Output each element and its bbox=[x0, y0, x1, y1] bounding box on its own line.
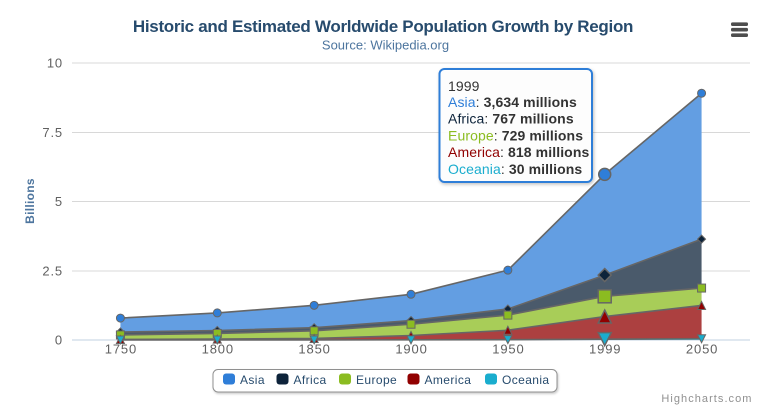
svg-text:Asia: 3,634 millions: Asia: 3,634 millions bbox=[448, 94, 577, 110]
svg-text:America: 818 millions: America: 818 millions bbox=[448, 144, 589, 160]
svg-text:Oceania: 30 millions: Oceania: 30 millions bbox=[448, 161, 582, 177]
svg-text:0: 0 bbox=[55, 333, 63, 348]
svg-text:Africa: 767 millions: Africa: 767 millions bbox=[448, 111, 574, 127]
svg-text:Europe: 729 millions: Europe: 729 millions bbox=[448, 127, 583, 143]
svg-text:1750: 1750 bbox=[105, 342, 137, 357]
svg-text:1950: 1950 bbox=[492, 342, 524, 357]
svg-text:Historic and Estimated Worldwi: Historic and Estimated Worldwide Populat… bbox=[133, 17, 633, 36]
svg-text:Europe: Europe bbox=[356, 373, 397, 387]
svg-text:1999: 1999 bbox=[448, 78, 480, 94]
svg-text:1800: 1800 bbox=[202, 342, 234, 357]
svg-text:Asia: Asia bbox=[240, 373, 265, 387]
svg-text:Source: Wikipedia.org: Source: Wikipedia.org bbox=[322, 38, 449, 53]
svg-text:1999: 1999 bbox=[589, 342, 621, 357]
svg-text:Oceania: Oceania bbox=[502, 373, 550, 387]
svg-text:2.5: 2.5 bbox=[42, 263, 63, 278]
svg-text:2050: 2050 bbox=[686, 342, 718, 357]
svg-text:1850: 1850 bbox=[298, 342, 330, 357]
svg-text:7.5: 7.5 bbox=[42, 125, 63, 140]
svg-text:Africa: Africa bbox=[294, 373, 327, 387]
svg-text:America: America bbox=[425, 373, 472, 387]
svg-text:1900: 1900 bbox=[395, 342, 427, 357]
svg-text:Highcharts.com: Highcharts.com bbox=[661, 393, 752, 405]
svg-text:10: 10 bbox=[47, 56, 63, 71]
svg-text:5: 5 bbox=[55, 194, 63, 209]
svg-text:Billions: Billions bbox=[23, 178, 37, 224]
